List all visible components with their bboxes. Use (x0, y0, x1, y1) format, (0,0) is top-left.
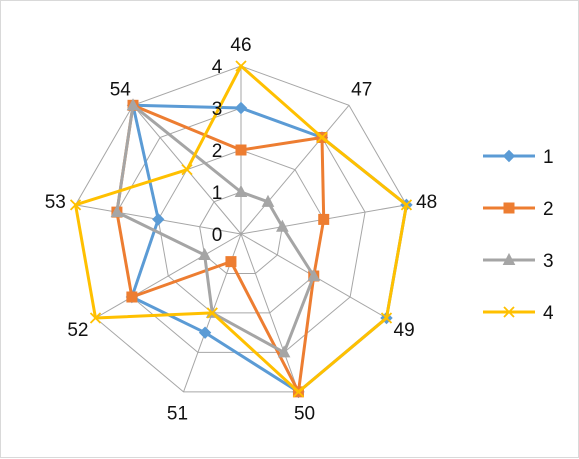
legend-item: 3 (483, 251, 554, 272)
data-point (261, 194, 275, 207)
legend-label: 1 (543, 147, 554, 168)
data-point (234, 184, 248, 197)
legend-item: 4 (483, 303, 554, 324)
data-point (225, 256, 237, 268)
grid-spoke (240, 104, 350, 235)
data-point (198, 326, 212, 339)
data-point (380, 312, 393, 324)
data-point (110, 205, 124, 218)
tick-label: 1 (212, 183, 223, 204)
data-point (126, 98, 140, 111)
data-point (69, 199, 82, 211)
series-line-1 (130, 103, 408, 394)
radar-series (69, 60, 413, 399)
tick-label: 4 (212, 57, 223, 78)
series-line-3 (115, 103, 316, 354)
category-label: 50 (294, 404, 315, 425)
category-label: 48 (416, 192, 437, 213)
data-point (235, 144, 247, 156)
series-4 (69, 60, 413, 398)
data-point (318, 213, 330, 225)
data-point (307, 268, 321, 281)
grid-ring (75, 65, 407, 393)
legend-item: 1 (483, 147, 554, 168)
tick-label: 2 (212, 141, 223, 162)
data-point (400, 199, 413, 211)
data-point (126, 291, 138, 303)
legend-label: 4 (543, 303, 554, 324)
data-point (234, 101, 248, 115)
data-point (198, 247, 211, 260)
legend-marker (502, 252, 516, 265)
data-point (316, 131, 328, 144)
data-point (181, 164, 193, 176)
data-point (276, 219, 289, 232)
grid-spoke (95, 233, 242, 319)
data-point (206, 307, 218, 319)
radar-labels: 46 47 48 49 50 51 52 53 54 0 1 2 3 4 (45, 35, 438, 425)
grid-ring (116, 107, 366, 353)
category-label: 53 (45, 192, 66, 213)
grid-ring (157, 149, 325, 314)
data-point (152, 213, 165, 226)
legend: 1 2 3 4 (483, 147, 554, 324)
legend-label: 3 (543, 251, 554, 272)
tick-label: 3 (212, 99, 223, 120)
category-label: 46 (230, 35, 251, 56)
legend-marker (502, 149, 516, 163)
category-label: 54 (110, 79, 132, 100)
series-3 (110, 98, 321, 358)
legend-item: 2 (483, 199, 554, 220)
data-point (277, 345, 291, 358)
category-label: 52 (67, 320, 88, 341)
legend-marker (503, 202, 515, 214)
grid-spoke (240, 233, 299, 393)
tick-label: 0 (212, 225, 223, 246)
data-point (292, 386, 305, 398)
legend-marker (503, 306, 515, 318)
category-label: 47 (351, 79, 372, 100)
category-label: 49 (394, 320, 415, 341)
legend-label: 2 (543, 199, 554, 220)
data-point (89, 312, 102, 324)
series-line-4 (74, 64, 408, 394)
category-label: 51 (167, 404, 188, 425)
data-point (235, 60, 247, 72)
